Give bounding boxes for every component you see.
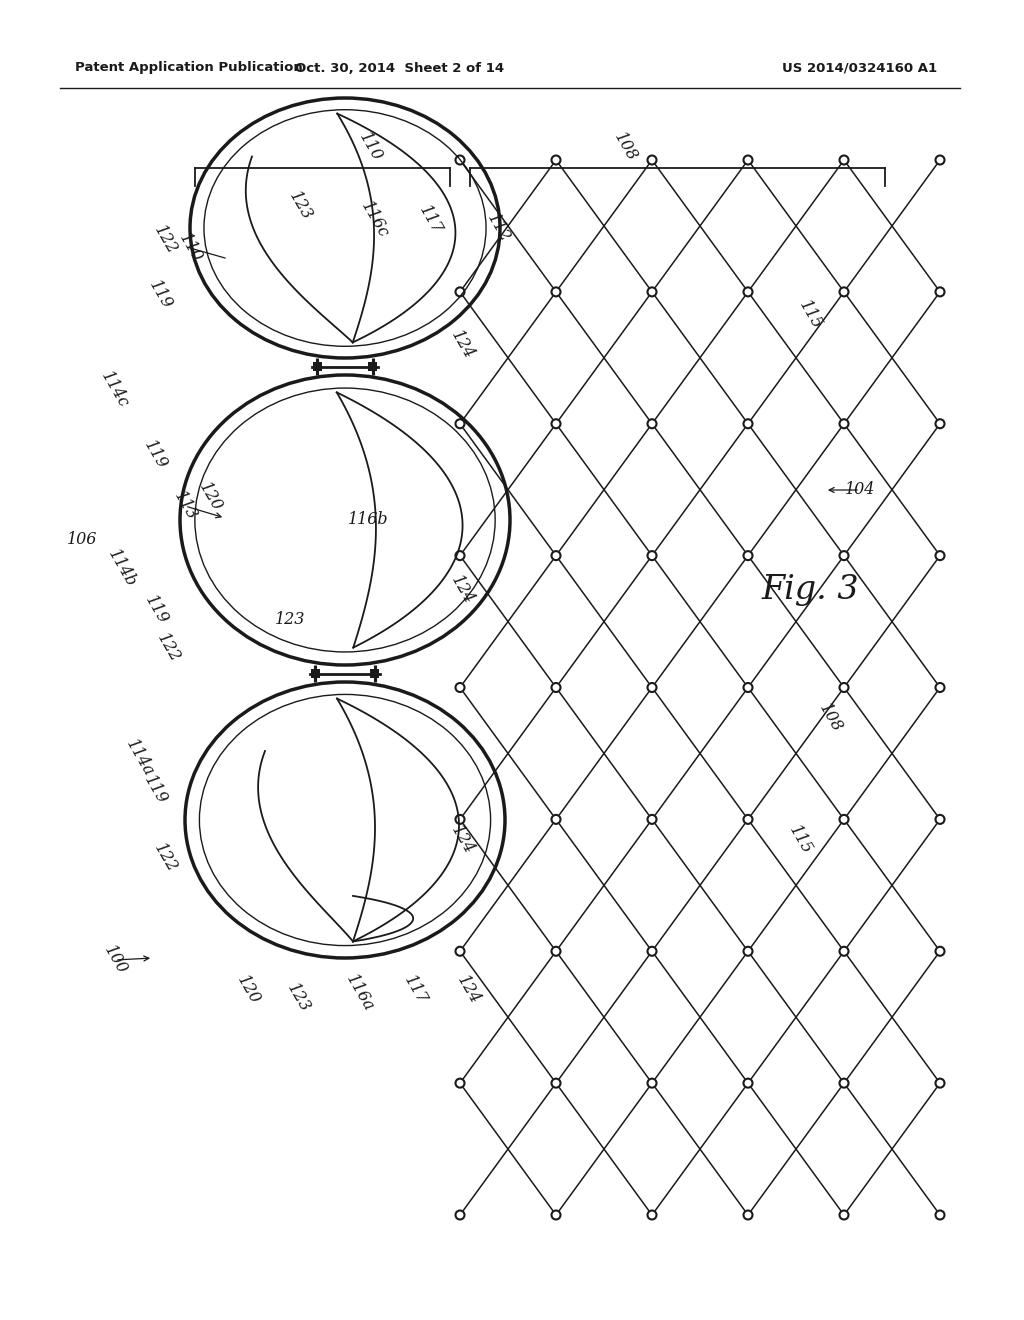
Text: 104: 104 <box>845 482 876 499</box>
Circle shape <box>840 288 849 297</box>
Text: 100: 100 <box>100 942 130 977</box>
Text: 124: 124 <box>447 573 477 607</box>
Circle shape <box>743 814 753 824</box>
Circle shape <box>647 156 656 165</box>
Circle shape <box>647 946 656 956</box>
Circle shape <box>936 1078 944 1088</box>
Text: Fig. 3: Fig. 3 <box>761 574 859 606</box>
Text: 124: 124 <box>447 327 477 363</box>
Circle shape <box>456 552 465 560</box>
Circle shape <box>647 288 656 297</box>
Circle shape <box>743 1210 753 1220</box>
Circle shape <box>456 682 465 692</box>
Text: 122: 122 <box>151 841 180 875</box>
Circle shape <box>552 288 560 297</box>
Bar <box>312 362 322 371</box>
Circle shape <box>936 1210 944 1220</box>
Circle shape <box>647 1210 656 1220</box>
Text: 119: 119 <box>140 438 170 473</box>
Text: 113: 113 <box>170 488 200 524</box>
Text: 112: 112 <box>483 211 513 246</box>
Text: 124: 124 <box>453 973 483 1007</box>
Text: 116a: 116a <box>343 972 377 1015</box>
Circle shape <box>456 814 465 824</box>
Circle shape <box>936 814 944 824</box>
Circle shape <box>840 156 849 165</box>
Circle shape <box>552 1078 560 1088</box>
Circle shape <box>647 814 656 824</box>
Text: 115: 115 <box>795 297 825 333</box>
Circle shape <box>456 420 465 428</box>
Circle shape <box>552 946 560 956</box>
Circle shape <box>743 946 753 956</box>
Circle shape <box>552 552 560 560</box>
Text: US 2014/0324160 A1: US 2014/0324160 A1 <box>782 62 938 74</box>
Circle shape <box>936 420 944 428</box>
Circle shape <box>647 552 656 560</box>
Circle shape <box>840 420 849 428</box>
Text: 114c: 114c <box>98 368 132 412</box>
Circle shape <box>743 288 753 297</box>
Text: 120: 120 <box>233 973 263 1007</box>
Circle shape <box>840 1210 849 1220</box>
Text: 114a: 114a <box>123 737 158 780</box>
Circle shape <box>840 1078 849 1088</box>
Text: 122: 122 <box>151 223 180 257</box>
Circle shape <box>647 420 656 428</box>
Text: 123: 123 <box>285 189 315 223</box>
Text: 110: 110 <box>355 129 385 165</box>
Text: Oct. 30, 2014  Sheet 2 of 14: Oct. 30, 2014 Sheet 2 of 14 <box>296 62 505 74</box>
Text: 117: 117 <box>400 973 430 1007</box>
Circle shape <box>552 1210 560 1220</box>
Text: 106: 106 <box>67 532 97 549</box>
Text: 123: 123 <box>274 611 305 628</box>
Circle shape <box>647 1078 656 1088</box>
Circle shape <box>936 682 944 692</box>
Circle shape <box>456 288 465 297</box>
Circle shape <box>936 946 944 956</box>
Text: 110: 110 <box>175 231 205 265</box>
Text: 114b: 114b <box>104 546 139 590</box>
Circle shape <box>743 552 753 560</box>
Circle shape <box>936 156 944 165</box>
Circle shape <box>936 288 944 297</box>
Circle shape <box>743 1078 753 1088</box>
Circle shape <box>456 1210 465 1220</box>
Circle shape <box>456 156 465 165</box>
Bar <box>371 669 379 678</box>
Circle shape <box>552 420 560 428</box>
Text: 116c: 116c <box>357 199 392 242</box>
Circle shape <box>840 946 849 956</box>
Circle shape <box>840 682 849 692</box>
Text: 108: 108 <box>815 701 845 735</box>
Text: 122: 122 <box>153 631 183 665</box>
Text: 119: 119 <box>141 593 171 627</box>
Text: 120: 120 <box>195 479 225 515</box>
Bar <box>311 669 319 678</box>
Text: 117: 117 <box>415 202 445 238</box>
Text: 116b: 116b <box>348 511 388 528</box>
Circle shape <box>743 420 753 428</box>
Circle shape <box>936 552 944 560</box>
Circle shape <box>840 814 849 824</box>
Circle shape <box>743 682 753 692</box>
Text: Patent Application Publication: Patent Application Publication <box>75 62 303 74</box>
Circle shape <box>552 814 560 824</box>
Text: 119: 119 <box>145 277 175 313</box>
Circle shape <box>456 946 465 956</box>
Text: 119: 119 <box>140 772 170 808</box>
Text: 108: 108 <box>610 129 640 165</box>
Circle shape <box>456 1078 465 1088</box>
Text: 115: 115 <box>785 822 815 858</box>
Text: 124: 124 <box>447 822 477 858</box>
Text: 123: 123 <box>283 981 313 1015</box>
Circle shape <box>647 682 656 692</box>
Circle shape <box>840 552 849 560</box>
Circle shape <box>552 682 560 692</box>
Circle shape <box>743 156 753 165</box>
Circle shape <box>552 156 560 165</box>
Bar <box>369 362 378 371</box>
